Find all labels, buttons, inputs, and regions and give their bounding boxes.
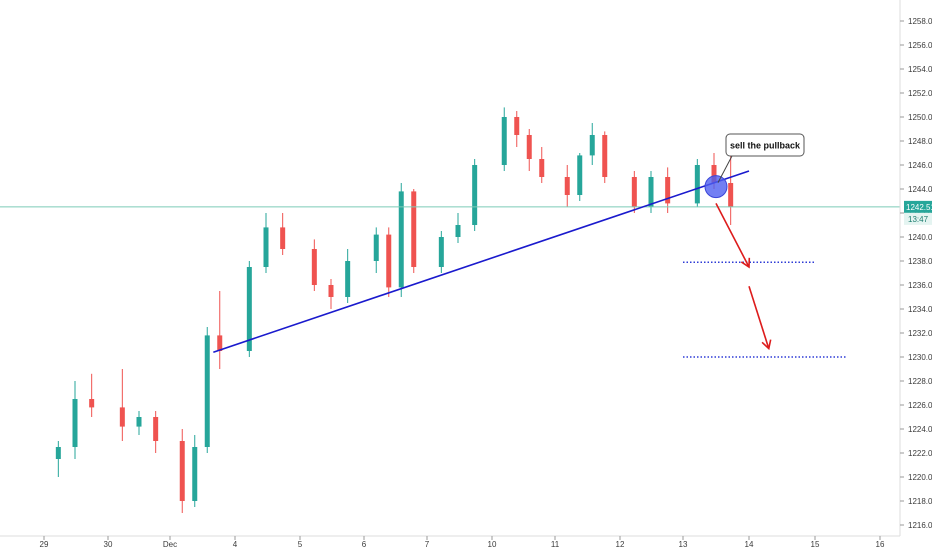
- candle-body: [179, 441, 185, 501]
- price-tick-label: 1228.00: [908, 377, 932, 386]
- time-tick-label: 14: [745, 540, 754, 549]
- candle-body: [386, 234, 392, 288]
- down-arrow[interactable]: [748, 285, 770, 349]
- candle-body: [204, 335, 210, 447]
- candle-body: [263, 227, 269, 267]
- candle-body: [631, 177, 637, 207]
- candle-body: [577, 155, 583, 195]
- time-tick-label: 10: [488, 540, 497, 549]
- current-price-badge: [904, 200, 932, 213]
- countdown-badge: [904, 212, 932, 225]
- candle-body: [398, 191, 404, 288]
- time-tick-label: 16: [876, 540, 885, 549]
- candle-body: [217, 335, 223, 351]
- candle-body: [72, 399, 78, 447]
- callout-text: sell the pullback: [730, 141, 801, 151]
- candle-body: [526, 135, 532, 159]
- time-tick-label: 15: [811, 540, 820, 549]
- price-tick-label: 1234.00: [908, 305, 932, 314]
- price-tick-label: 1226.00: [908, 401, 932, 410]
- drawings: sell the pullback: [0, 133, 900, 358]
- candle-body: [328, 285, 334, 297]
- callout-box[interactable]: [725, 133, 805, 157]
- candle-body: [411, 191, 417, 267]
- price-tick-label: 1250.00: [908, 113, 932, 122]
- time-tick-label: 30: [104, 540, 113, 549]
- candle-body: [311, 249, 317, 285]
- candle-body: [564, 177, 570, 195]
- price-tick-label: 1216.00: [908, 521, 932, 530]
- candle-body: [345, 261, 351, 297]
- price-tick-label: 1252.00: [908, 89, 932, 98]
- time-tick-label: 29: [40, 540, 49, 549]
- price-tick-label: 1248.00: [908, 137, 932, 146]
- price-tick-label: 1218.00: [908, 497, 932, 506]
- candle-body: [514, 117, 520, 135]
- price-tick-label: 1236.00: [908, 281, 932, 290]
- time-tick-label: Dec: [163, 540, 177, 549]
- candle-body: [711, 165, 717, 183]
- time-tick-label: 11: [551, 540, 560, 549]
- price-tick-label: 1254.00: [908, 65, 932, 74]
- time-tick-label: 12: [616, 540, 625, 549]
- price-tick-label: 1256.00: [908, 41, 932, 50]
- candle-body: [648, 177, 654, 207]
- candle-body: [602, 135, 608, 177]
- price-tick-label: 1222.00: [908, 449, 932, 458]
- down-arrow[interactable]: [715, 203, 750, 268]
- price-tick-label: 1220.00: [908, 473, 932, 482]
- candle-body: [119, 407, 125, 427]
- candle-body: [665, 177, 671, 204]
- candle-body: [55, 447, 61, 459]
- candle-body: [192, 447, 198, 501]
- time-tick-label: 4: [233, 540, 238, 549]
- current-price-label: 1242.51: [906, 203, 932, 212]
- pullback-marker[interactable]: [704, 175, 728, 199]
- candle-body: [246, 267, 252, 351]
- price-tick-label: 1258.00: [908, 17, 932, 26]
- price-tick-label: 1238.00: [908, 257, 932, 266]
- candle-body: [694, 165, 700, 204]
- countdown-label: 13:47: [908, 215, 929, 224]
- support-trendline[interactable]: [213, 170, 750, 353]
- candle-body: [472, 165, 478, 225]
- candle-body: [539, 159, 545, 177]
- time-tick-label: 13: [679, 540, 688, 549]
- time-axis[interactable]: 29 30 Dec 4 5 6 7 10 11 12 13 14 15 16: [40, 536, 885, 549]
- price-tick-label: 1232.00: [908, 329, 932, 338]
- candle-body: [153, 417, 159, 441]
- time-tick-label: 7: [425, 540, 430, 549]
- candle-body: [501, 117, 507, 165]
- time-tick-label: 6: [362, 540, 367, 549]
- price-tick-label: 1246.00: [908, 161, 932, 170]
- candle-body: [280, 227, 286, 249]
- arrow-head-icon: [761, 339, 772, 351]
- price-axis[interactable]: 1216.00 1218.00 1220.00 1222.00 1224.00 1226.…: [900, 17, 932, 530]
- price-tick-label: 1240.00: [908, 233, 932, 242]
- candle-body: [728, 183, 734, 207]
- price-tick-label: 1230.00: [908, 353, 932, 362]
- callout-pointer: [717, 155, 733, 183]
- candle-body: [438, 237, 444, 267]
- candle-body: [455, 225, 461, 237]
- candle-body: [589, 135, 595, 156]
- candle-body: [136, 417, 142, 427]
- candle-body: [89, 399, 95, 408]
- time-tick-label: 5: [298, 540, 303, 549]
- candles: [55, 107, 734, 513]
- price-tick-label: 1224.00: [908, 425, 932, 434]
- candle-body: [373, 234, 379, 261]
- arrow-head-icon: [740, 257, 751, 269]
- price-tick-label: 1244.00: [908, 185, 932, 194]
